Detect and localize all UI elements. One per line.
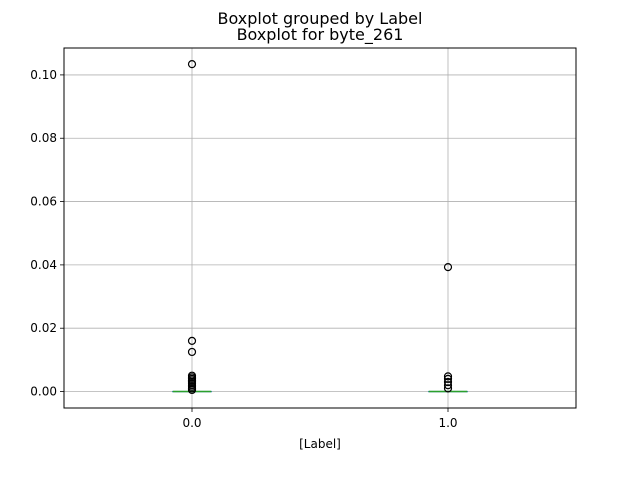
outlier-point [187,336,197,345]
chart-title: Boxplot for byte_261 [237,25,404,45]
outlier-point [443,384,453,393]
y-tick-label: 0.00 [30,385,57,399]
x-tick-label: 0.0 [182,416,201,430]
outlier-point [443,263,453,272]
outlier-point [443,381,453,390]
y-tick-label: 0.10 [30,68,57,82]
outliers [187,60,453,395]
outlier-point [443,372,453,381]
chart-suptitle: Boxplot grouped by Label [218,9,423,28]
x-axis: 0.0 1.0 [182,408,458,430]
x-axis-label: [Label] [299,437,341,451]
y-tick-label: 0.04 [30,258,57,272]
plot-frame [63,47,577,409]
x-tick-label: 1.0 [438,416,457,430]
outlier-point [187,347,197,357]
y-tick-label: 0.08 [30,131,57,145]
outlier-point [187,385,197,395]
y-tick-label: 0.06 [30,195,57,209]
outlier-point [187,60,197,69]
outlier-point [443,374,453,383]
grid [64,48,576,408]
y-axis: 0.00 0.02 0.04 0.06 0.08 0.10 [30,68,64,399]
y-tick-label: 0.02 [30,321,57,335]
outlier-point [443,377,453,387]
